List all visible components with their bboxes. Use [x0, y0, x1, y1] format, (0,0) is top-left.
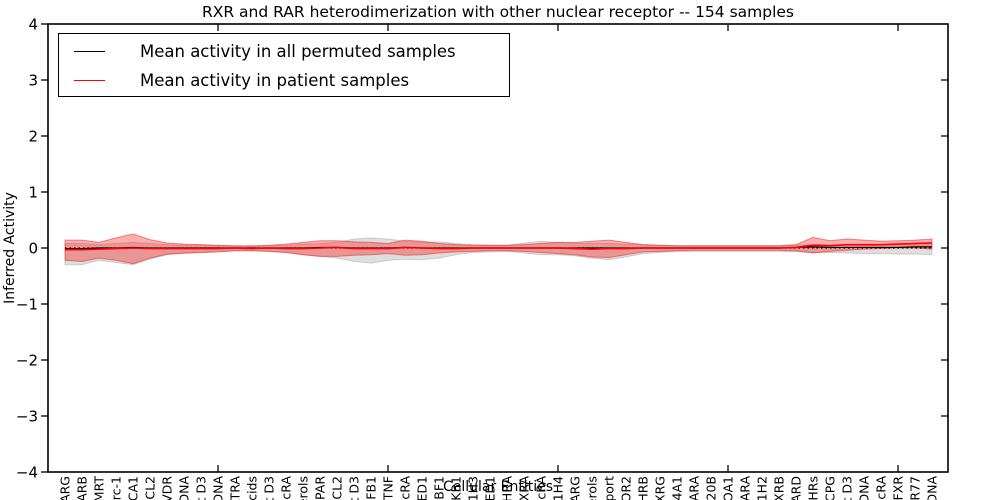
x-category-label: ABCA1 [126, 476, 141, 500]
x-category-label: NR1H4 [551, 476, 566, 500]
legend-item-patient: Mean activity in patient samples [59, 65, 509, 95]
legend: Mean activity in all permuted samples Me… [58, 33, 510, 97]
x-category-label: PPARD [789, 476, 804, 500]
x-axis-label: Cellular Entities [442, 479, 554, 495]
x-category-label: VDR/Vit D3/DNA [211, 476, 226, 500]
x-category-label: TNF [381, 476, 396, 500]
x-category-label: RXRs/LXRs/DNA [925, 476, 940, 500]
x-category-label: RPS6KB1 [449, 476, 464, 500]
y-tick-label: −2 [16, 352, 38, 370]
x-category-label: RXRs/LXRs/DNA/9cRA [534, 476, 549, 500]
x-category-label: mol:Bile acids [245, 476, 260, 500]
x-category-label: RXRs/RXRs/DNA/9cRA [874, 476, 889, 500]
patient-mean-line [65, 242, 933, 251]
x-category-label: FAM120B [704, 476, 719, 500]
x-category-label: THRB [636, 476, 651, 500]
x-category-label: RXR alpha/CCPG [823, 476, 838, 500]
patient-line-sample-icon [74, 79, 105, 81]
patient-std-band [64, 233, 933, 265]
legend-label-patient: Mean activity in patient samples [140, 70, 410, 90]
x-category-label: TGFB1 [364, 476, 379, 500]
legend-label-permuted: Mean activity in all permuted samples [140, 41, 456, 61]
x-category-label: mol:9cRA [279, 476, 294, 500]
x-category-label: RARA [738, 476, 753, 500]
y-tick-label: 2 [28, 128, 38, 146]
y-tick-label: −3 [16, 408, 38, 426]
chart-title: RXR and RAR heterodimerization with othe… [201, 3, 795, 21]
x-category-label: mol:ATRA [228, 476, 243, 500]
y-axis-label: Inferred Activity [2, 192, 18, 304]
x-category-label: NR1H2 [755, 476, 770, 500]
legend-item-permuted: Mean activity in all permuted samples [59, 36, 509, 66]
x-category-label: RARB [75, 476, 90, 500]
x-category-label: NCOR2 [619, 476, 634, 500]
x-category-label: RXRs/NUR77 [908, 476, 923, 500]
x-category-label: RARG [568, 476, 583, 500]
x-category-label: VDR/VDR/Vit D3 [194, 476, 209, 500]
x-category-label: BCL2 [143, 476, 158, 500]
x-category-label: SREBF1 [432, 476, 447, 500]
x-category-label: VDR [160, 476, 175, 500]
y-tick-label: −4 [16, 464, 38, 482]
permuted-line-sample-icon [74, 50, 105, 52]
x-category-label: RXRB [772, 476, 787, 500]
x-category-label: RXRs/NUR77/BCL2 [330, 476, 345, 500]
x-category-label: MED1 [483, 476, 498, 500]
x-category-label: mol:Oxysterols [296, 476, 311, 500]
y-tick-label: 0 [28, 240, 38, 258]
y-tick-label: 3 [28, 72, 38, 90]
x-category-label: VDR/VDR/DNA [177, 476, 192, 500]
y-tick-label: 4 [28, 16, 38, 34]
x-category-label: PPARA [687, 476, 702, 500]
x-category-label: RXRG [653, 476, 668, 500]
permuted-std-band [64, 237, 933, 266]
x-category-label: RXRs/FXR [891, 476, 906, 500]
x-category-label: THRA [500, 476, 515, 500]
x-category-label: RARs/THRs/DNA/Src-1 [109, 476, 124, 500]
x-category-label: RARs/RARs/DNA/9cRA [398, 476, 413, 500]
x-category-label: NCOA1 [721, 476, 736, 500]
x-category-label: PPARG [58, 476, 73, 500]
x-category-label: RXRA [517, 476, 532, 500]
x-category-label: RXRs/PPAR/9cRA/PGJ2/DNA [857, 476, 872, 500]
x-category-label: NR1H3 [466, 476, 481, 500]
x-category-label: cholesterol transport [602, 476, 617, 500]
x-category-label: NR4A1 [670, 476, 685, 500]
x-category-label: RARs/THRs/DNA/SMRT [92, 476, 107, 500]
x-category-label: RXRs/PPAR [313, 476, 328, 500]
x-category-label: RXRs/LXRs/DNA/Oxysterols [585, 476, 600, 500]
y-tick-label: 1 [28, 184, 38, 202]
x-category-label: mol:Vit D3 [262, 476, 277, 500]
x-category-label: RARs/VDR/DNA/Vit D3 [347, 476, 362, 500]
x-category-label: RARs/THRs [806, 476, 821, 500]
x-category-label: RXRs/FXR/9cRA/MED1 [415, 476, 430, 500]
y-tick-label: −1 [16, 296, 38, 314]
x-category-label: RXRs/VDR/DNA/Vit D3 [840, 476, 855, 500]
